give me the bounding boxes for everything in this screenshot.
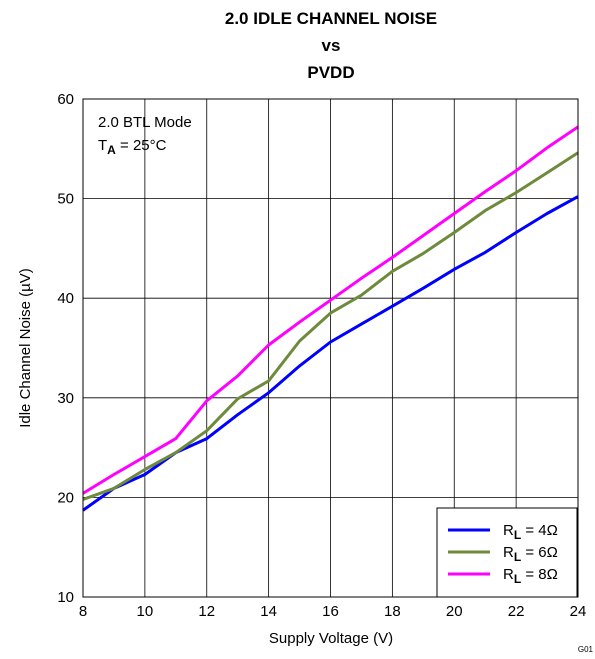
legend-label-2: RL = 6Ω bbox=[503, 544, 558, 564]
y-tick-label: 10 bbox=[57, 589, 74, 606]
legend-label-sub: L bbox=[514, 572, 521, 586]
annotation-mode: 2.0 BTL Mode bbox=[98, 114, 192, 131]
y-tick-label: 40 bbox=[57, 290, 74, 307]
x-tick-label: 22 bbox=[508, 603, 525, 620]
legend-label-1: RL = 4Ω bbox=[503, 522, 558, 542]
x-tick-label: 12 bbox=[198, 603, 215, 620]
x-tick-label: 18 bbox=[384, 603, 401, 620]
legend-label-rest: = 4Ω bbox=[521, 522, 558, 539]
y-tick-label: 20 bbox=[57, 489, 74, 506]
y-tick-label: 60 bbox=[57, 91, 74, 108]
annotation: 2.0 BTL Mode TA = 25°C bbox=[98, 114, 192, 157]
grid bbox=[83, 99, 578, 597]
chart-title-line-3: PVDD bbox=[307, 63, 354, 82]
legend-label-sub: L bbox=[514, 550, 521, 564]
x-tick-label: 8 bbox=[79, 603, 87, 620]
annotation-temp-main: T bbox=[98, 137, 107, 154]
legend-label-rest: = 8Ω bbox=[521, 566, 558, 583]
chart-title-line-1: 2.0 IDLE CHANNEL NOISE bbox=[225, 9, 437, 28]
series-line-2 bbox=[82, 151, 579, 501]
x-tick-label: 14 bbox=[260, 603, 277, 620]
x-tick-label: 16 bbox=[322, 603, 339, 620]
legend-label-sub: L bbox=[514, 528, 521, 542]
series-lines bbox=[82, 125, 579, 512]
plot-frame bbox=[82, 98, 579, 598]
x-tick-label: 20 bbox=[446, 603, 463, 620]
y-tick-label: 30 bbox=[57, 390, 74, 407]
legend-label-main: R bbox=[503, 522, 514, 539]
x-tick-label: 24 bbox=[570, 603, 587, 620]
x-tick-labels: 8 10 12 14 16 18 20 22 24 bbox=[79, 603, 587, 620]
annotation-temp-sub: A bbox=[107, 143, 116, 157]
figure-id: G01 bbox=[578, 645, 594, 654]
series-line-3 bbox=[82, 125, 579, 495]
legend-label-3: RL = 8Ω bbox=[503, 566, 558, 586]
legend-label-main: R bbox=[503, 544, 514, 561]
chart-title: 2.0 IDLE CHANNEL NOISE vs PVDD bbox=[225, 9, 437, 82]
legend-label-rest: = 6Ω bbox=[521, 544, 558, 561]
legend-label-main: R bbox=[503, 566, 514, 583]
chart-title-line-2: vs bbox=[322, 36, 341, 55]
x-axis-label: Supply Voltage (V) bbox=[269, 630, 393, 647]
y-tick-labels: 10 20 30 40 50 60 bbox=[57, 91, 74, 606]
y-tick-label: 50 bbox=[57, 191, 74, 208]
annotation-temperature: TA = 25°C bbox=[98, 137, 167, 157]
x-tick-label: 10 bbox=[137, 603, 154, 620]
annotation-temp-rest: = 25°C bbox=[116, 137, 167, 154]
y-axis-label: Idle Channel Noise (µV) bbox=[17, 268, 34, 428]
